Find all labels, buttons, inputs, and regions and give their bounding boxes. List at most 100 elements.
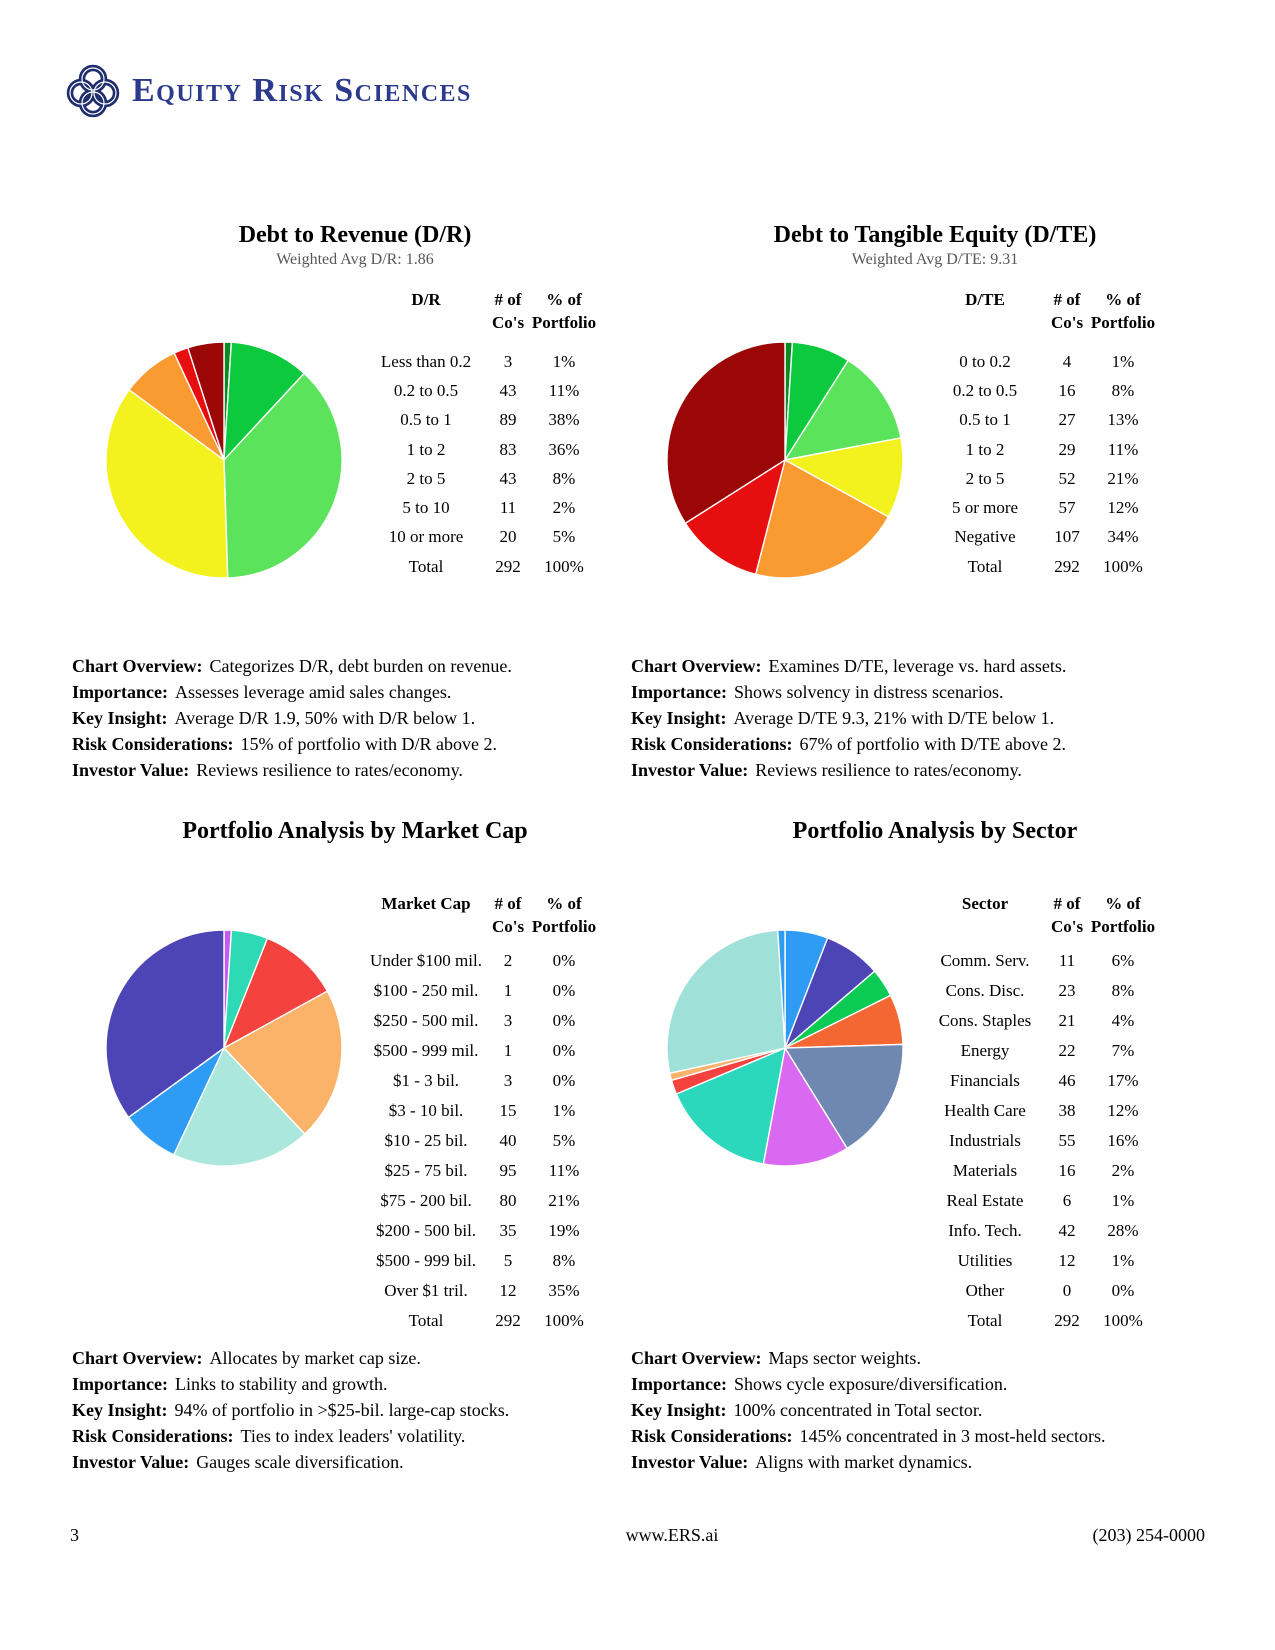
row-count: 55 <box>1058 1131 1076 1150</box>
description-line: Investor Value: Reviews resilience to rat… <box>631 757 1179 783</box>
row-percent: 7% <box>1111 1041 1135 1060</box>
row-percent: 8% <box>552 1251 576 1270</box>
description-line: Risk Considerations: 145% concentrated in… <box>631 1423 1179 1449</box>
row-count: 22 <box>1058 1041 1076 1060</box>
description-text: Examines D/TE, leverage vs. hard assets. <box>768 656 1067 676</box>
row-count: 40 <box>499 1131 517 1150</box>
column-header-pct-line2: Portfolio <box>531 312 597 332</box>
description-text: Assesses leverage amid sales changes. <box>174 682 452 702</box>
footer-phone: (203) 254-0000 <box>1092 1525 1205 1545</box>
pie-slice <box>666 341 786 525</box>
row-label: $25 - 75 bil. <box>384 1161 468 1180</box>
row-label: 1 to 2 <box>406 439 446 459</box>
description-label: Risk Considerations: <box>72 734 234 754</box>
description-line: Chart Overview: Maps sector weights. <box>631 1345 1179 1371</box>
row-percent: 5% <box>552 1131 576 1150</box>
row-count: 95 <box>499 1161 517 1180</box>
description-label: Key Insight: <box>631 708 727 728</box>
footer-page-number: 3 <box>70 1525 79 1545</box>
row-label: Real Estate <box>946 1191 1024 1210</box>
dte-description: Chart Overview: Examines D/TE, leverage v… <box>631 653 1179 783</box>
row-percent: 5% <box>552 527 576 547</box>
description-text: Average D/R 1.9, 50% with D/R below 1. <box>174 708 476 728</box>
dr-chart-title: Debt to Revenue (D/R) <box>238 222 472 248</box>
row-percent: 2% <box>1111 1161 1135 1180</box>
pie-slice <box>684 458 787 576</box>
pie-slice <box>222 990 343 1136</box>
row-label: Total <box>408 1311 444 1330</box>
description-line: Investor Value: Reviews resilience to rat… <box>72 757 620 783</box>
row-label: Negative <box>954 527 1016 547</box>
column-header-pct-line1: % of <box>1105 893 1141 913</box>
column-header-count-line2: Co's <box>1050 916 1084 936</box>
row-label: Utilities <box>957 1251 1013 1270</box>
row-count: 43 <box>499 468 517 488</box>
column-header-pct-line1: % of <box>546 893 582 913</box>
row-percent: 28% <box>1107 1221 1139 1240</box>
row-label: $250 - 500 mil. <box>373 1011 479 1030</box>
row-count: 15 <box>499 1101 517 1120</box>
marketcap-chart-title: Portfolio Analysis by Market Cap <box>182 818 528 844</box>
description-label: Key Insight: <box>631 1400 727 1420</box>
row-count: 292 <box>495 1311 521 1330</box>
dte-chart-subtitle: Weighted Avg D/TE: 9.31 <box>851 251 1019 268</box>
column-header-pct-line2: Portfolio <box>1090 312 1156 332</box>
pie-slice <box>187 341 225 461</box>
row-percent: 16% <box>1107 1131 1139 1150</box>
row-count: 11 <box>1058 951 1076 970</box>
pie-slice <box>754 458 890 579</box>
row-count: 38 <box>1058 1101 1076 1120</box>
row-count: 0 <box>1062 1281 1072 1300</box>
row-count: 11 <box>499 498 517 518</box>
row-percent: 6% <box>1111 951 1135 970</box>
column-header-pct-line1: % of <box>1105 289 1141 309</box>
row-percent: 0% <box>552 1011 576 1030</box>
row-percent: 17% <box>1107 1071 1139 1090</box>
description-label: Investor Value: <box>72 1452 190 1472</box>
row-percent: 100% <box>1103 556 1143 576</box>
row-label: 0.2 to 0.5 <box>952 380 1018 400</box>
description-text: Shows solvency in distress scenarios. <box>733 682 1004 702</box>
row-count: 3 <box>503 351 513 371</box>
description-label: Chart Overview: <box>72 656 203 676</box>
row-label: Over $1 tril. <box>384 1281 468 1300</box>
description-line: Importance: Shows cycle exposure/diversif… <box>631 1371 1179 1397</box>
sector-description: Chart Overview: Maps sector weights. Impor… <box>631 1345 1179 1475</box>
row-percent: 12% <box>1107 498 1139 518</box>
row-percent: 11% <box>548 380 580 400</box>
row-percent: 0% <box>552 981 576 1000</box>
description-line: Key Insight: Average D/TE 9.3, 21% with D… <box>631 705 1179 731</box>
row-count: 20 <box>499 527 517 547</box>
description-text: Links to stability and growth. <box>174 1374 388 1394</box>
description-line: Investor Value: Aligns with market dynami… <box>631 1449 1179 1475</box>
row-percent: 11% <box>548 1161 580 1180</box>
row-percent: 0% <box>1111 1281 1135 1300</box>
row-count: 4 <box>1062 351 1072 371</box>
pie-slice <box>223 372 343 579</box>
row-count: 16 <box>1058 1161 1076 1180</box>
description-label: Importance: <box>72 682 168 702</box>
row-percent: 1% <box>552 351 576 371</box>
dr-table-header: D/R # of % of Co's Portfolio <box>362 288 602 334</box>
description-label: Key Insight: <box>72 1400 168 1420</box>
row-label: $500 - 999 bil. <box>375 1251 477 1270</box>
row-count: 27 <box>1058 410 1076 430</box>
description-line: Chart Overview: Allocates by market cap s… <box>72 1345 620 1371</box>
row-percent: 0% <box>552 1071 576 1090</box>
pie-slice <box>675 1046 786 1165</box>
description-label: Key Insight: <box>72 708 168 728</box>
logo-knot-icon <box>66 64 120 118</box>
row-count: 2 <box>503 951 513 970</box>
row-count: 83 <box>499 439 517 459</box>
description-line: Key Insight: 94% of portfolio in >$25-bil… <box>72 1397 620 1423</box>
description-text: Gauges scale diversification. <box>196 1452 404 1472</box>
row-label: Total <box>967 1311 1003 1330</box>
column-header-key: Market Cap <box>381 893 471 913</box>
row-count: 16 <box>1058 380 1076 400</box>
row-label: Cons. Disc. <box>945 981 1025 1000</box>
row-percent: 100% <box>544 556 584 576</box>
row-count: 107 <box>1054 527 1080 547</box>
description-line: Importance: Links to stability and growth… <box>72 1371 620 1397</box>
column-header-key: D/TE <box>965 289 1005 309</box>
sector-pie-chart <box>665 928 905 1168</box>
